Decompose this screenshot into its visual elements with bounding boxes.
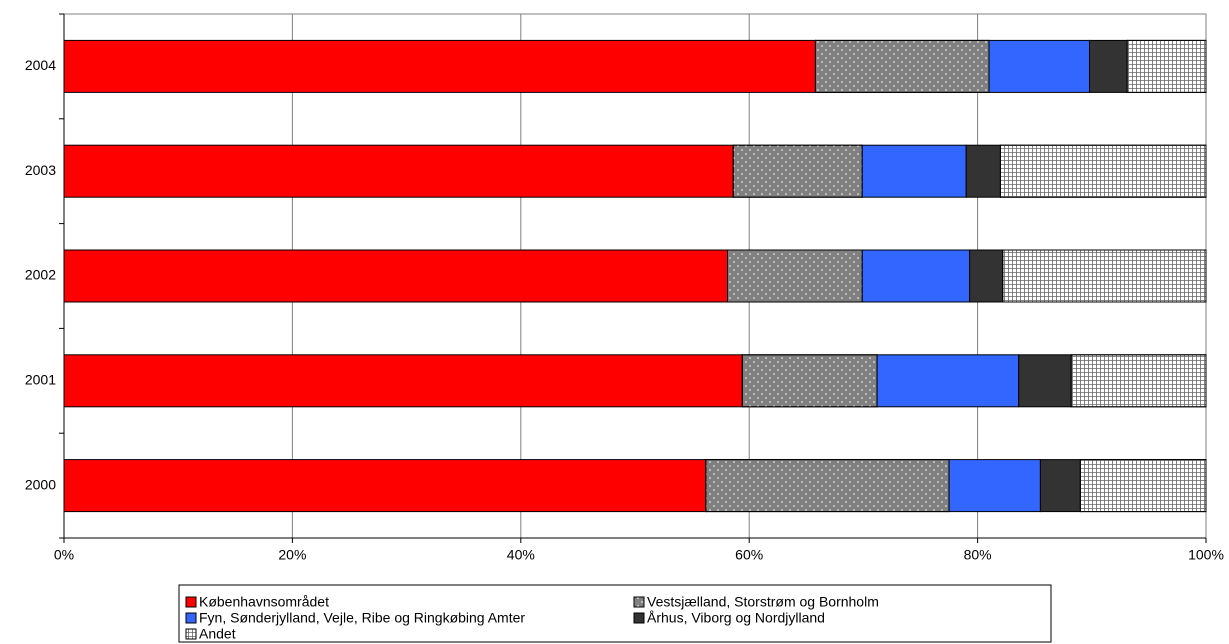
bar-pattern bbox=[1126, 39, 1207, 93]
bar-segment bbox=[861, 249, 971, 303]
y-tick-label: 2000 bbox=[25, 476, 56, 492]
legend-label: Andet bbox=[199, 626, 236, 642]
x-tick-label: 80% bbox=[964, 547, 992, 563]
bar-segment bbox=[63, 39, 816, 93]
legend-label: Århus, Viborg og Nordjylland bbox=[647, 610, 825, 626]
legend-swatch bbox=[185, 596, 197, 608]
x-tick-label: 0% bbox=[54, 547, 74, 563]
bar-segment bbox=[63, 249, 729, 303]
bar-pattern bbox=[999, 144, 1207, 198]
bar-segment bbox=[1039, 459, 1081, 513]
y-tick-label: 2001 bbox=[25, 372, 56, 388]
bar-segment bbox=[63, 459, 707, 513]
bar-pattern bbox=[741, 354, 878, 408]
legend-swatch-pattern bbox=[185, 628, 197, 640]
bar-segment bbox=[948, 459, 1041, 513]
bar-segment bbox=[1018, 354, 1072, 408]
y-tick-label: 2004 bbox=[25, 57, 56, 73]
x-tick-label: 20% bbox=[278, 547, 306, 563]
legend-swatch-pattern bbox=[633, 596, 645, 608]
bar-segment bbox=[988, 39, 1091, 93]
x-tick-label: 60% bbox=[735, 547, 763, 563]
x-tick-label: 40% bbox=[507, 547, 535, 563]
legend-box bbox=[178, 584, 1052, 643]
bar-segment bbox=[969, 249, 1004, 303]
legend-label: Vestsjælland, Storstrøm og Bornholm bbox=[647, 594, 879, 610]
legend-swatch bbox=[185, 612, 197, 624]
bar-pattern bbox=[732, 144, 863, 198]
x-tick-label: 100% bbox=[1188, 547, 1224, 563]
bar-pattern bbox=[814, 39, 990, 93]
legend-swatch bbox=[633, 612, 645, 624]
bar-pattern bbox=[1079, 459, 1207, 513]
bar-segment bbox=[876, 354, 1020, 408]
bar-pattern bbox=[705, 459, 950, 513]
bar-segment bbox=[861, 144, 967, 198]
legend-label: Fyn, Sønderjylland, Vejle, Ribe og Ringk… bbox=[199, 610, 525, 626]
y-tick-label: 2003 bbox=[25, 162, 56, 178]
bar-segment bbox=[1089, 39, 1128, 93]
y-tick-label: 2002 bbox=[25, 267, 56, 283]
bar-segment bbox=[965, 144, 1001, 198]
bar-pattern bbox=[1002, 249, 1207, 303]
bar-segment bbox=[63, 144, 734, 198]
bar-pattern bbox=[1070, 354, 1207, 408]
bar-segment bbox=[63, 354, 743, 408]
bar-pattern bbox=[727, 249, 863, 303]
legend-label: Københavnsområdet bbox=[199, 594, 329, 610]
